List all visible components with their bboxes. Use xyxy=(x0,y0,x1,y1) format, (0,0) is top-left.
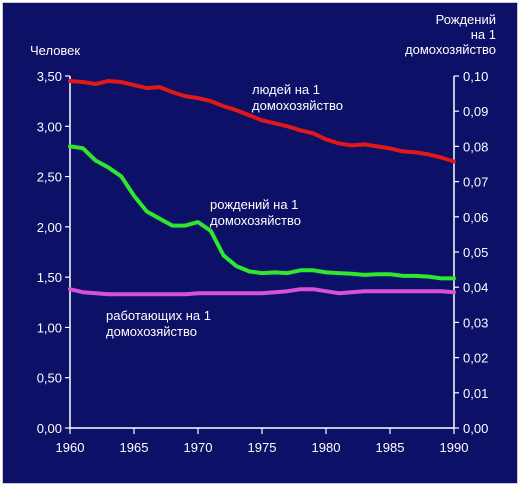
y-right-axis-title-line: на 1 xyxy=(471,27,496,42)
y-left-tick-label: 0,50 xyxy=(37,371,62,386)
series-line-workers xyxy=(68,287,456,297)
y-right-tick-label: 0,05 xyxy=(463,245,488,260)
x-tick-label: 1990 xyxy=(440,440,469,455)
y-right-tick-label: 0,06 xyxy=(463,210,488,225)
y-left-tick-label: 1,50 xyxy=(37,270,62,285)
series-line-births xyxy=(68,144,456,281)
y-right-tick-label: 0,07 xyxy=(463,175,488,190)
series-label-people: людей на 1 xyxy=(252,82,320,97)
y-right-tick-label: 0,01 xyxy=(463,386,488,401)
y-right-tick-label: 0,10 xyxy=(463,69,488,84)
y-left-tick-label: 2,00 xyxy=(37,220,62,235)
series-label-workers: работающих на 1 xyxy=(106,308,211,323)
y-left-tick-label: 3,00 xyxy=(37,119,62,134)
y-right-tick-label: 0,09 xyxy=(463,104,488,119)
y-right-tick-label: 0,08 xyxy=(463,139,488,154)
x-tick-label: 1960 xyxy=(56,440,85,455)
y-right-axis-title-line: домохозяйство xyxy=(405,42,496,57)
x-tick-label: 1975 xyxy=(248,440,277,455)
y-left-tick-label: 1,00 xyxy=(37,320,62,335)
y-left-tick-label: 2,50 xyxy=(37,170,62,185)
axes: 0,00 0,50 1,00 1,50 2,00 2,50 3,00 3,50 0,00 0,01… xyxy=(30,12,496,455)
y-left-axis-title: Человек xyxy=(30,43,80,58)
series-lines xyxy=(68,79,456,297)
x-tick-label: 1980 xyxy=(312,440,341,455)
x-tick-label: 1985 xyxy=(376,440,405,455)
series-label-people: домохозяйство xyxy=(252,98,343,113)
series-label-workers: домохозяйство xyxy=(106,324,197,339)
y-right-tick-label: 0,02 xyxy=(463,351,488,366)
y-left-tick-label: 0,00 xyxy=(37,421,62,436)
y-left-tick-label: 3,50 xyxy=(37,69,62,84)
series-label-births: рождений на 1 xyxy=(210,197,298,212)
series-line-people xyxy=(68,79,456,164)
y-right-axis-title-line: Рождений xyxy=(436,12,496,27)
y-right-tick-label: 0,00 xyxy=(463,421,488,436)
y-right-tick-label: 0,04 xyxy=(463,280,488,295)
x-tick-label: 1965 xyxy=(120,440,149,455)
y-right-tick-label: 0,03 xyxy=(463,315,488,330)
series-label-births: домохозяйство xyxy=(210,213,301,228)
x-tick-label: 1970 xyxy=(184,440,213,455)
